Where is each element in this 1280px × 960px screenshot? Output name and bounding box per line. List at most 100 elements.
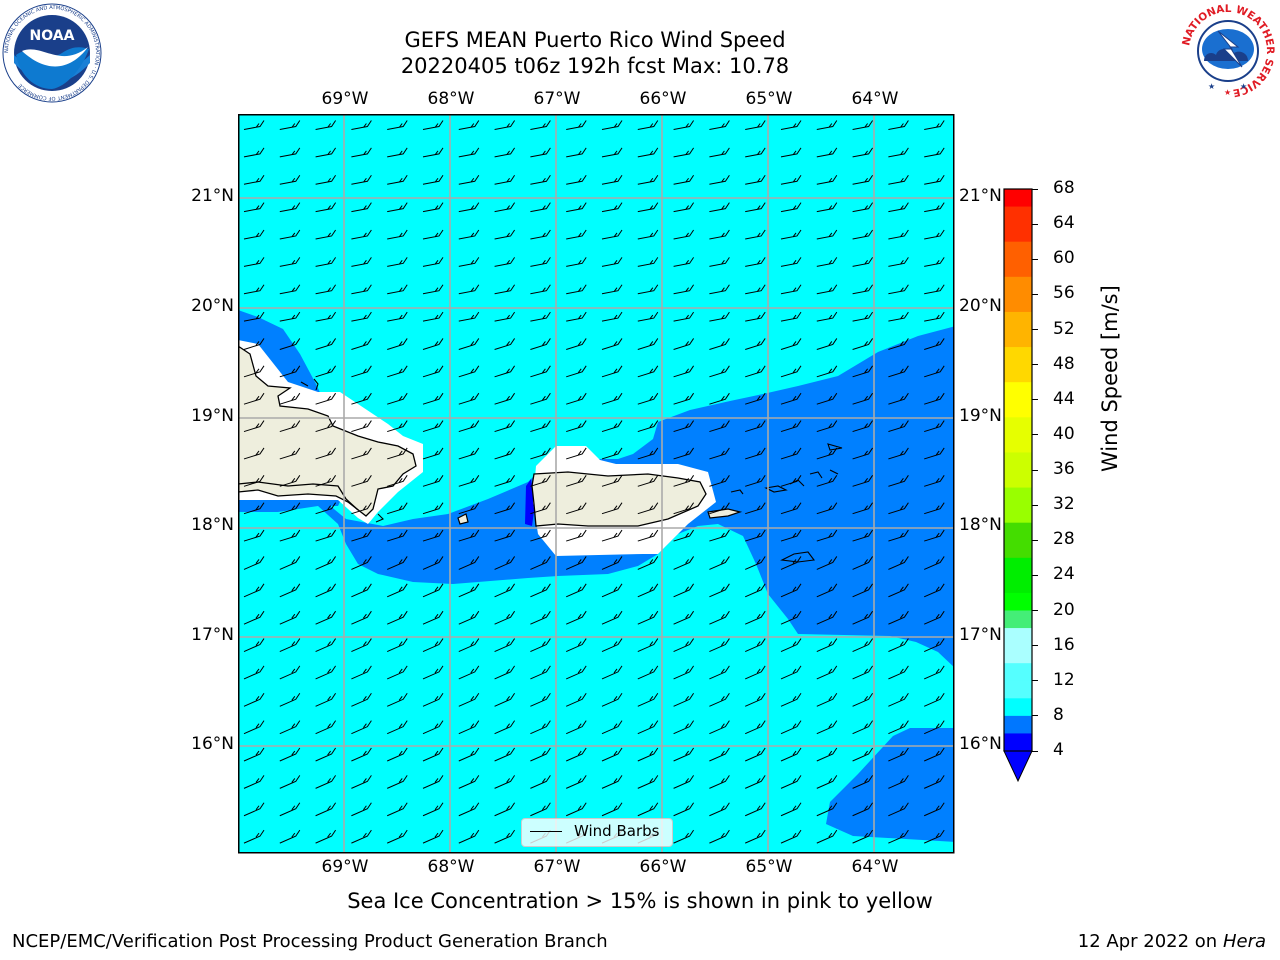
wind-barb	[816, 529, 838, 542]
wind-barb	[888, 147, 909, 158]
wind-barb	[601, 802, 623, 817]
wind-barb	[888, 202, 909, 213]
wind-barb	[673, 638, 695, 652]
wind-barb	[351, 338, 372, 350]
wind-barb	[888, 174, 909, 185]
wind-barb	[351, 720, 372, 735]
wind-barb	[601, 420, 623, 433]
wind-barb	[780, 475, 802, 487]
wind-barb	[637, 392, 659, 405]
wind-barb	[923, 638, 945, 652]
colorbar-tick-label: 16	[1053, 634, 1075, 655]
wind-barb	[744, 638, 766, 652]
wind-barb	[709, 392, 730, 405]
wind-barb	[422, 447, 444, 460]
wind-barb	[243, 392, 265, 405]
wind-barb	[924, 529, 945, 542]
wind-barb	[709, 202, 730, 213]
wind-barb	[637, 775, 659, 789]
wind-barb	[386, 775, 408, 789]
wind-barb	[816, 638, 838, 652]
wind-barb	[386, 665, 408, 680]
wind-barb	[601, 447, 623, 460]
sea-ice-note: Sea Ice Concentration > 15% is shown in …	[347, 889, 933, 913]
wind-barb	[924, 284, 945, 295]
wind-barb	[458, 665, 480, 680]
colorbar-cell	[1004, 206, 1032, 225]
wind-barb	[601, 284, 623, 295]
wind-barb	[637, 693, 659, 707]
wind-barb	[315, 147, 337, 158]
lon-label-top-66w: 66°W	[639, 89, 687, 109]
wind-barb	[458, 120, 480, 130]
wind-barb	[816, 502, 838, 515]
wind-barb	[744, 665, 766, 680]
map-title: GEFS MEAN Puerto Rico Wind Speed	[404, 28, 786, 52]
wind-barb	[637, 802, 659, 817]
wind-barb	[745, 174, 766, 185]
wind-barb	[745, 420, 766, 433]
wind-barb	[745, 392, 766, 405]
wind-barb	[243, 556, 265, 570]
wind-barb	[637, 365, 659, 378]
wind-barb	[852, 747, 874, 762]
wind-barb	[673, 284, 695, 295]
wind-barb	[351, 529, 372, 542]
wind-barb	[780, 829, 802, 844]
colorbar-tick-label: 12	[1053, 669, 1075, 690]
wind-barb	[566, 202, 587, 213]
wind-barb	[243, 229, 265, 240]
wind-barb	[780, 720, 802, 735]
wind-barb	[601, 120, 623, 130]
wind-barb	[852, 775, 874, 789]
wind-barb	[243, 693, 265, 707]
wind-barb	[565, 665, 587, 680]
wind-barb	[673, 583, 695, 598]
wind-barb	[494, 120, 516, 130]
wind-barb	[852, 610, 874, 625]
wind-barb	[279, 229, 301, 240]
wind-barb	[744, 556, 766, 570]
wind-barb	[351, 638, 372, 652]
wind-barb	[744, 720, 766, 735]
wind-barb	[315, 829, 337, 844]
wind-barb	[279, 775, 301, 789]
wind-barb	[243, 610, 265, 625]
wind-barb	[780, 392, 802, 405]
wind-barb	[566, 502, 587, 515]
wind-barb	[637, 502, 659, 515]
colorbar-tick-label: 56	[1053, 283, 1075, 304]
lon-label-top-64w: 64°W	[851, 89, 899, 109]
wind-barb	[709, 529, 730, 542]
wind-barb	[494, 202, 516, 213]
wind-barb	[673, 420, 695, 433]
wind-barb	[709, 502, 730, 515]
wind-barb	[315, 502, 337, 515]
colorbar-tick-mark	[1032, 364, 1038, 366]
wind-barb	[530, 502, 551, 515]
svg-text:★: ★	[1224, 88, 1231, 97]
wind-barb	[315, 392, 337, 405]
wind-barb	[637, 610, 659, 625]
wind-barb	[422, 311, 444, 322]
wind-barb	[422, 638, 444, 652]
wind-barb	[243, 802, 265, 817]
wind-barb	[458, 693, 480, 707]
wind-barb	[566, 365, 587, 378]
wind-barb	[673, 829, 695, 844]
wind-barbs	[243, 120, 945, 844]
wind-barb	[494, 338, 516, 350]
wind-barb	[852, 720, 874, 735]
wind-barb	[852, 638, 874, 652]
nws-logo: NATIONAL WEATHER SERVICE ★ ★ ★	[1180, 3, 1276, 99]
colorbar-tick-label: 28	[1053, 529, 1075, 550]
lat-label-right-18n: 18°N	[959, 515, 1002, 535]
wind-barb	[709, 365, 730, 378]
wind-barb	[351, 556, 372, 570]
wind-barb	[566, 475, 587, 487]
wind-barb	[852, 120, 874, 130]
wind-barb-legend-line	[530, 831, 562, 832]
wind-barb	[243, 120, 265, 130]
wind-barb	[422, 338, 444, 350]
wind-barb	[709, 338, 730, 350]
